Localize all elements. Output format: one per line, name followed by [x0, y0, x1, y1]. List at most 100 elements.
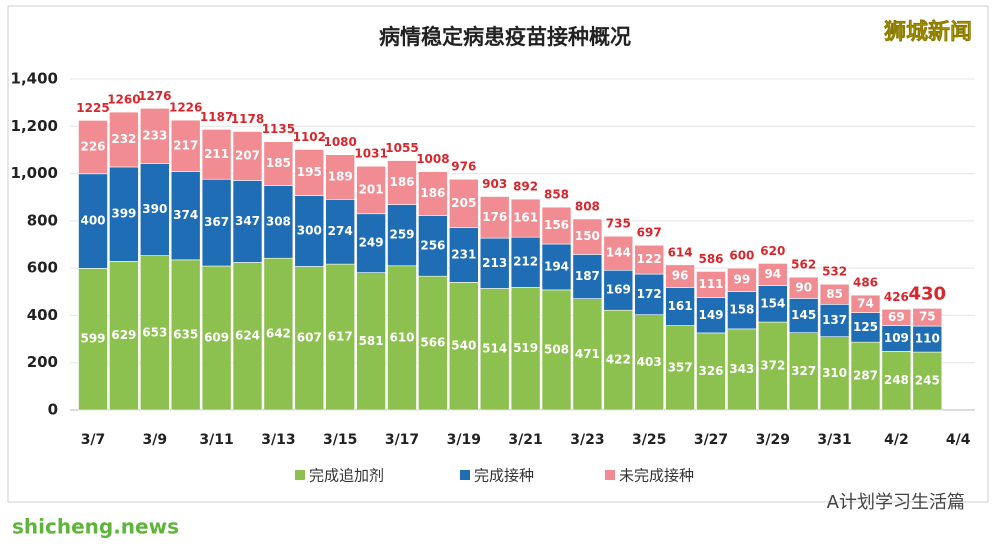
bar-segment — [850, 294, 881, 313]
watermark: 狮城新闻 — [884, 19, 972, 45]
value-label: 109 — [884, 331, 909, 345]
value-label: 471 — [575, 347, 600, 361]
value-label: 566 — [420, 336, 445, 350]
value-label: 629 — [111, 328, 136, 342]
total-label: 1187 — [200, 110, 233, 124]
value-label: 231 — [451, 248, 476, 262]
value-label: 156 — [544, 218, 569, 232]
bar-segment — [356, 165, 386, 215]
bar-segment — [294, 195, 325, 267]
bar-segment — [881, 351, 912, 411]
value-label: 519 — [513, 341, 538, 355]
bar-segment — [541, 243, 572, 291]
bar-segment — [109, 166, 139, 262]
bar-segment — [294, 149, 325, 196]
value-label: 403 — [637, 355, 662, 369]
y-tick-label: 1,200 — [11, 117, 58, 135]
x-tick-label: 3/27 — [694, 432, 728, 448]
bar-segment — [140, 255, 170, 411]
value-label: 653 — [142, 325, 167, 339]
bar-segment — [232, 131, 263, 181]
bar-segment — [696, 332, 726, 411]
total-label: 976 — [451, 160, 476, 174]
bar-segment — [912, 308, 943, 327]
bar-segment — [232, 180, 263, 263]
value-label: 111 — [698, 277, 723, 291]
total-label: 858 — [544, 188, 569, 202]
bar-segment — [201, 129, 232, 180]
value-label: 94 — [764, 267, 781, 281]
bar-segment — [696, 297, 726, 334]
bar-segment — [881, 325, 912, 352]
legend-swatch — [605, 470, 615, 480]
value-label: 610 — [389, 330, 414, 344]
total-label: 808 — [575, 199, 600, 213]
total-label: 1226 — [169, 101, 202, 115]
value-label: 90 — [795, 280, 812, 294]
bar-segment — [510, 286, 541, 411]
bar-segment — [387, 160, 417, 205]
total-label: 903 — [482, 177, 507, 191]
y-tick-label: 200 — [27, 353, 58, 371]
bar-segment — [727, 291, 757, 330]
x-tick-label: 4/4 — [946, 432, 971, 448]
total-label: 532 — [822, 265, 847, 279]
bar-segment — [572, 254, 603, 299]
bar-segment — [263, 257, 294, 411]
value-label: 217 — [173, 138, 198, 152]
value-label: 635 — [173, 327, 198, 341]
x-tick-label: 3/19 — [447, 432, 481, 448]
value-label: 233 — [142, 128, 167, 142]
value-label: 327 — [791, 364, 816, 378]
total-label: 1178 — [231, 112, 264, 126]
bar-segment — [912, 325, 943, 353]
bar-segment — [109, 260, 139, 411]
bar-segment — [232, 262, 263, 411]
value-label: 310 — [822, 366, 847, 380]
value-label: 207 — [235, 148, 260, 162]
x-tick-label: 4/2 — [884, 432, 909, 448]
bar-segment — [201, 265, 232, 411]
value-label: 399 — [111, 207, 136, 221]
bar-segment — [479, 196, 510, 239]
bar-segment — [78, 268, 108, 411]
value-label: 599 — [80, 332, 105, 346]
bar-segment — [325, 154, 356, 200]
value-label: 274 — [328, 224, 353, 238]
value-label: 249 — [359, 236, 384, 250]
bar-segment — [665, 264, 695, 288]
value-label: 74 — [857, 296, 874, 310]
bar-segment — [510, 236, 541, 288]
total-label: 1008 — [416, 152, 449, 166]
bar-segment — [665, 325, 695, 411]
bar-segment — [819, 283, 850, 305]
bar-segment — [263, 185, 294, 259]
bar-segment — [603, 309, 634, 411]
value-label: 110 — [915, 332, 940, 346]
total-label: 600 — [729, 249, 754, 263]
bar-segment — [325, 199, 356, 265]
value-label: 607 — [297, 331, 322, 345]
value-label: 372 — [760, 359, 785, 373]
bar-segment — [572, 298, 603, 411]
value-label: 367 — [204, 215, 229, 229]
total-label: 1276 — [138, 89, 171, 103]
legend-label: 完成追加剂 — [309, 467, 384, 485]
bar-segment — [788, 298, 819, 333]
bar-segment — [201, 178, 232, 267]
legend-swatch — [460, 470, 470, 480]
value-label: 158 — [729, 303, 754, 317]
total-label: 1260 — [107, 93, 140, 107]
value-label: 161 — [668, 299, 693, 313]
total-label: 1135 — [262, 122, 295, 136]
x-tick-label: 3/29 — [756, 432, 790, 448]
total-label: 697 — [637, 226, 662, 240]
value-label: 205 — [451, 196, 476, 210]
value-label: 189 — [328, 169, 353, 183]
footer-brand: A计划学习生活篇 — [827, 492, 965, 513]
total-label: 620 — [760, 244, 785, 258]
value-label: 308 — [266, 214, 291, 228]
value-label: 357 — [668, 360, 693, 374]
bar-segment — [263, 141, 294, 186]
bar-segment — [356, 272, 386, 411]
